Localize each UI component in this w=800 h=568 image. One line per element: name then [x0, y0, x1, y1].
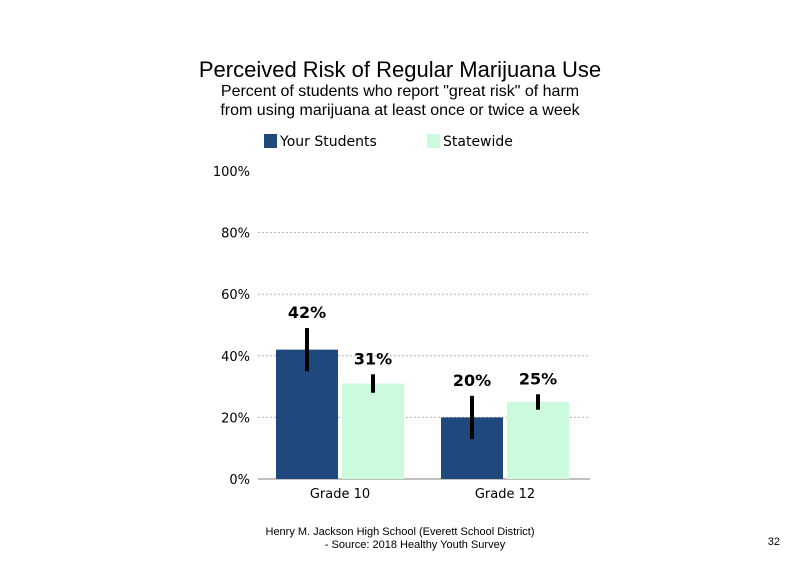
y-tick-label: 0%	[229, 473, 250, 488]
subtitle-line-1: Percent of students who report "great ri…	[220, 83, 580, 100]
y-tick-label: 60%	[221, 288, 250, 303]
y-tick-label: 80%	[221, 227, 250, 242]
bar-statewide-grade-10	[342, 383, 404, 479]
data-label: 42%	[288, 303, 326, 322]
chart-subtitle: Percent of students who report "great ri…	[0, 82, 800, 120]
legend-label-your-students: Your Students	[280, 134, 377, 150]
page-number: 32	[767, 536, 780, 548]
y-tick-label: 40%	[221, 350, 250, 365]
legend-label-statewide: Statewide	[443, 134, 513, 150]
data-label: 31%	[354, 349, 392, 368]
bar-statewide-grade-12	[507, 402, 569, 479]
subtitle-line-2: from using marijuana at least once or tw…	[220, 102, 580, 119]
y-tick-label: 100%	[213, 165, 250, 180]
legend-swatch-statewide	[427, 134, 440, 148]
data-label: 20%	[453, 371, 491, 390]
footer: Henry M. Jackson High School (Everett Sc…	[0, 526, 800, 552]
x-tick-label: Grade 12	[475, 487, 535, 502]
footer-source: - Source: 2018 Healthy Youth Survey	[324, 539, 506, 551]
x-tick-label: Grade 10	[310, 487, 370, 502]
data-label: 25%	[519, 369, 557, 388]
y-tick-label: 20%	[221, 411, 250, 426]
footer-school: Henry M. Jackson High School (Everett Sc…	[265, 526, 535, 538]
legend-swatch-your-students	[264, 134, 277, 148]
chart-title: Perceived Risk of Regular Marijuana Use	[198, 57, 602, 82]
